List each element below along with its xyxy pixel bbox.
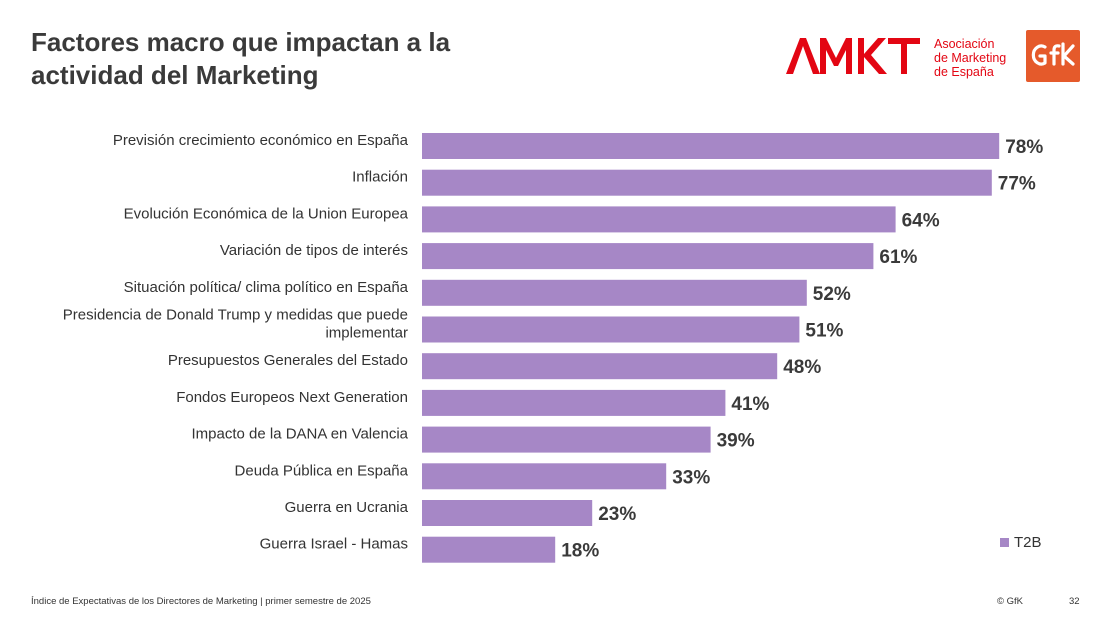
value-label: 64% [902,210,940,231]
category-labels-group: Previsión crecimiento económico en Españ… [63,132,409,553]
value-labels-group: 78% 77% 64% 61% 52% 51% 48% 41% 39% 33% 23% 18% [561,137,1043,562]
value-label: 41% [731,394,769,415]
amkt-logo [786,36,926,76]
category-label: Impacto de la DANA en Valencia [191,426,408,443]
category-label: Situación política/ clima político en Es… [124,279,409,296]
value-label: 61% [879,247,917,268]
value-label: 39% [717,431,755,452]
amkt-sub-line-1: Asociación [934,37,995,51]
footer-copyright: © GfK [997,596,1024,607]
bar [422,463,667,490]
bar [422,206,896,233]
value-label: 33% [672,467,710,488]
category-label: Previsión crecimiento económico en Españ… [113,132,409,149]
value-label: 23% [598,504,636,525]
category-label: Inflación [352,169,408,186]
value-label: 77% [998,174,1036,195]
gfk-logo [1026,30,1080,82]
bar [422,316,800,343]
category-label: Deuda Pública en España [235,462,409,479]
value-label: 78% [1005,137,1043,158]
value-label: 48% [783,357,821,378]
value-label: 52% [813,284,851,305]
category-label-line: implementar [325,325,408,342]
value-label: 18% [561,541,599,562]
value-label: 51% [805,321,843,342]
bar [422,426,711,453]
bar [422,279,807,306]
bar [422,536,556,563]
footer-source: Índice de Expectativas de los Directores… [31,596,371,607]
amkt-sub-line-2: de Marketing [934,51,1007,65]
category-label: Variación de tipos de interés [220,242,408,259]
amkt-logo-subtitle: Asociación de Marketing de España [934,37,1006,79]
bar [422,500,593,526]
category-label: Presupuestos Generales del Estado [168,352,408,369]
category-label: Fondos Europeos Next Generation [176,389,408,406]
bar [422,353,778,380]
category-label: Guerra Israel - Hamas [260,536,408,553]
page-title-line-2: actividad del Marketing [31,60,319,90]
bar [422,133,1000,159]
legend: T2B [1000,534,1042,551]
bar [422,389,726,416]
category-label: Presidencia de Donald Trump y medidas qu… [63,307,408,342]
legend-swatch [1000,538,1009,547]
page-title: Factores macro que impactan a la activid… [31,26,551,92]
bars-group [422,133,1000,563]
page-title-line-1: Factores macro que impactan a la [31,27,451,57]
page-number: 32 [1069,596,1080,607]
category-label: Evolución Económica de la Union Europea [124,205,409,222]
category-label: Guerra en Ucrania [285,499,409,516]
legend-label: T2B [1014,534,1042,551]
amkt-sub-line-3: de España [934,65,994,79]
category-label-line: Presidencia de Donald Trump y medidas qu… [63,307,408,324]
bar [422,169,992,196]
bar [422,243,874,270]
